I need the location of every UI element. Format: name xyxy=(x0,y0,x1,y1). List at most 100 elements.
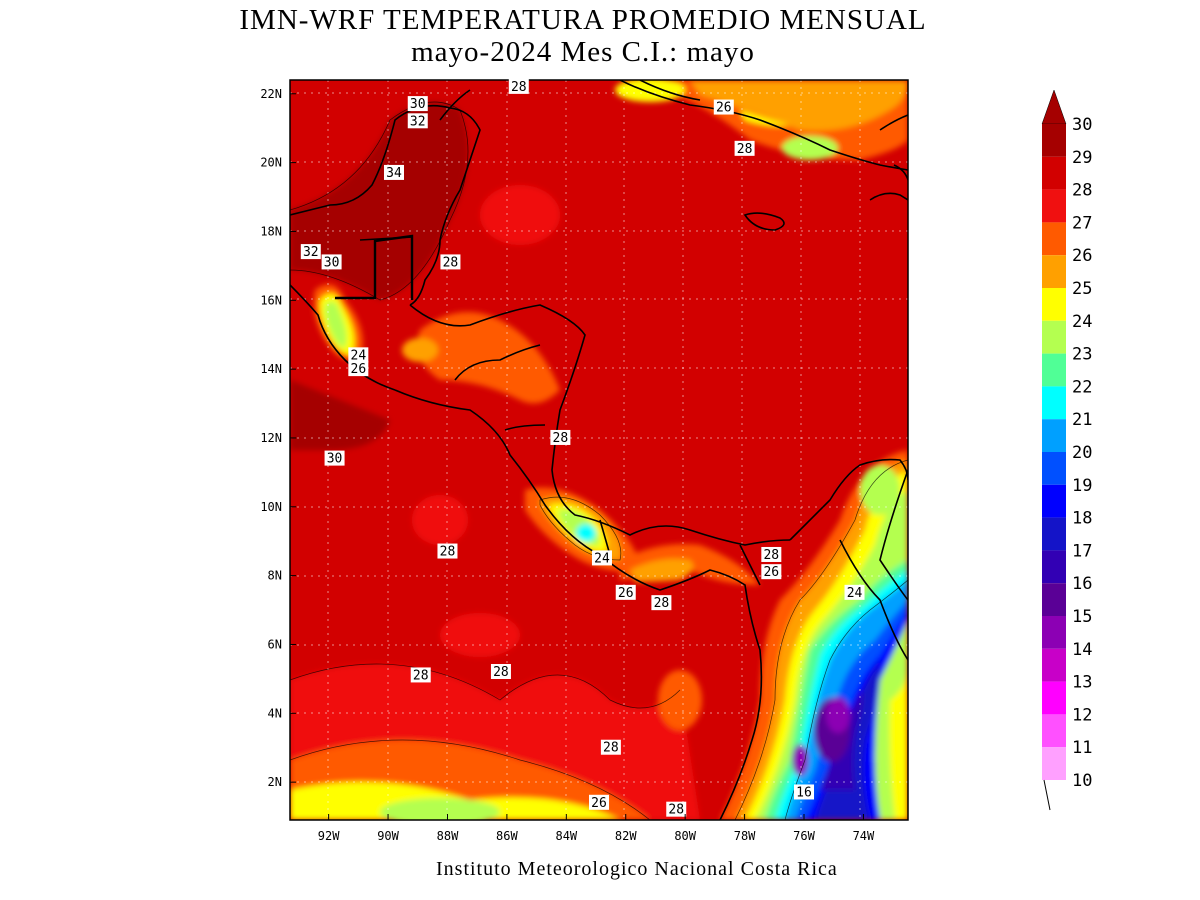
contour-label-text: 24 xyxy=(594,551,610,566)
contour-label-text: 24 xyxy=(847,586,863,601)
contour-label-box xyxy=(407,113,428,129)
latitude-axis: 22N 20N 18N 16N 14N 12N 10N 8N 6N 4N 2N xyxy=(260,87,296,789)
contour-value-label: 32 xyxy=(407,113,428,129)
colorbar-swatch xyxy=(1042,124,1066,157)
contour-label-box xyxy=(410,667,431,683)
colorbar-swatch xyxy=(1042,222,1066,256)
colorbar-swatch xyxy=(1042,484,1066,518)
contour-value-label: 28 xyxy=(666,801,687,818)
lat-tick-label: 22N xyxy=(260,87,282,101)
colorbar-swatch xyxy=(1042,419,1066,452)
lon-tick-label: 74W xyxy=(853,829,875,843)
colorbar-level-label: 20 xyxy=(1072,443,1092,463)
contour-label-text: 30 xyxy=(324,255,340,270)
contour-label-text: 30 xyxy=(327,452,343,467)
contour-label-box xyxy=(321,254,342,270)
contour-label-text: 24 xyxy=(351,348,367,363)
contour-label-box xyxy=(761,564,782,580)
contour-label-text: 26 xyxy=(763,565,779,580)
contour-label-box xyxy=(600,739,621,755)
colorbar-level-label: 12 xyxy=(1072,705,1092,725)
contour-label-box xyxy=(440,254,461,270)
contour-label-text: 16 xyxy=(796,785,812,800)
lat-lon-grid xyxy=(290,80,908,820)
institution-credit: Instituto Meteorologico Nacional Costa R… xyxy=(436,858,838,880)
colorbar-level-label: 22 xyxy=(1072,377,1092,397)
contour-label-box xyxy=(713,99,734,115)
contour-label-text: 26 xyxy=(618,586,634,601)
contour-value-label: 24 xyxy=(844,584,865,601)
contour-label-box xyxy=(844,584,865,600)
lat-tick-label: 10N xyxy=(260,500,282,514)
map-frame xyxy=(289,79,909,821)
map-title: IMN-WRF TEMPERATURA PROMEDIO MENSUAL xyxy=(239,4,927,36)
contour-value-label: 32 xyxy=(300,244,321,260)
contour-label-box xyxy=(437,543,458,559)
contour-label-text: 28 xyxy=(443,255,459,270)
colorbar-level-label: 14 xyxy=(1072,640,1092,660)
contour-value-label: 28 xyxy=(490,664,511,680)
contour-label-text: 28 xyxy=(603,741,619,756)
colorbar-level-label: 11 xyxy=(1072,738,1092,758)
contour-lines xyxy=(290,101,908,820)
lon-tick-label: 86W xyxy=(496,829,518,843)
colorbar-level-label: 21 xyxy=(1072,410,1092,430)
colorbar-level-label: 24 xyxy=(1072,312,1092,332)
contour-label-box xyxy=(508,78,529,94)
colorbar-swatch xyxy=(1042,616,1066,649)
contour-label-text: 28 xyxy=(493,665,509,680)
contour-label-box xyxy=(490,664,511,679)
contour-value-label: 28 xyxy=(437,543,458,560)
contour-label-box xyxy=(348,347,369,363)
lon-tick-label: 76W xyxy=(793,829,815,843)
contour-label-text: 30 xyxy=(410,97,426,112)
lon-tick-label: 84W xyxy=(555,829,577,843)
lon-tick-label: 78W xyxy=(734,829,756,843)
contour-label-text: 28 xyxy=(668,803,684,818)
contour-label-box xyxy=(407,96,428,112)
contour-label-text: 28 xyxy=(440,545,456,560)
contour-value-label: 28 xyxy=(651,595,672,611)
colorbar-swatch xyxy=(1042,156,1066,190)
colorbar-swatch xyxy=(1042,550,1066,584)
colorbar-level-label: 16 xyxy=(1072,574,1092,594)
contour-label-text: 32 xyxy=(303,245,319,260)
longitude-axis: 92W 90W 88W 86W 84W 82W 80W 78W 76W 74W xyxy=(318,814,875,843)
colorbar-swatch xyxy=(1042,288,1066,321)
colorbar-level-label: 17 xyxy=(1072,541,1092,561)
lon-tick-label: 92W xyxy=(318,829,340,843)
contour-value-label: 28 xyxy=(440,254,461,270)
lon-tick-label: 80W xyxy=(674,829,696,843)
lat-tick-label: 8N xyxy=(268,569,282,583)
contour-value-label: 28 xyxy=(508,78,529,95)
contour-value-label: 26 xyxy=(348,361,369,377)
colorbar-level-label: 23 xyxy=(1072,345,1092,365)
contour-value-label: 26 xyxy=(713,99,734,116)
contour-label-box xyxy=(383,164,404,180)
colorbar-swatch xyxy=(1042,353,1066,387)
lat-tick-label: 4N xyxy=(268,706,282,720)
map-subtitle: mayo-2024 Mes C.I.: mayo xyxy=(411,36,755,68)
colorbar-level-label: 26 xyxy=(1072,246,1092,266)
contour-value-label: 30 xyxy=(321,254,342,270)
contour-label-text: 26 xyxy=(716,101,732,116)
contour-label-text: 26 xyxy=(591,796,607,811)
contour-label-text: 26 xyxy=(351,362,367,377)
contour-label-text: 28 xyxy=(763,548,779,563)
colorbar-level-label: 19 xyxy=(1072,476,1092,496)
contour-label-box xyxy=(761,546,782,562)
colorbar-level-label: 15 xyxy=(1072,607,1092,627)
colorbar-bottom-tail xyxy=(1043,779,1051,811)
contour-label-text: 28 xyxy=(737,142,753,157)
lat-tick-label: 6N xyxy=(268,637,282,651)
lon-tick-label: 82W xyxy=(615,829,637,843)
contour-value-label: 16 xyxy=(794,784,815,800)
colorbar-swatch xyxy=(1042,189,1066,223)
colorbar-swatch xyxy=(1042,386,1066,420)
contour-label-text: 32 xyxy=(410,114,426,129)
contour-label-text: 28 xyxy=(511,80,527,95)
lat-tick-label: 20N xyxy=(260,156,282,170)
colorbar-level-label: 28 xyxy=(1072,181,1092,201)
contour-value-label: 28 xyxy=(761,546,782,563)
